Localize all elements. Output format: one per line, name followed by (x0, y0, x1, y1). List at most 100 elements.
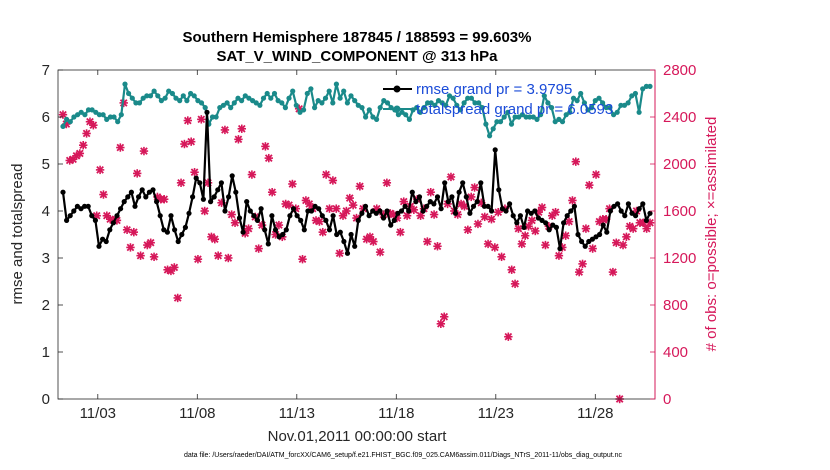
totalspread-point (260, 95, 267, 101)
rmse-point (561, 220, 567, 226)
obs-point (210, 235, 219, 244)
rmse-point (510, 213, 516, 219)
obs-point (99, 190, 108, 199)
rmse-point (67, 213, 73, 219)
rmse-point (460, 180, 466, 186)
totalspread-point (476, 100, 482, 106)
totalspread-point (144, 93, 150, 99)
legend-spread-marker (393, 105, 401, 113)
totalspread-point (162, 95, 168, 101)
rmse-point (622, 213, 628, 219)
totalspread-point (322, 95, 329, 101)
totalspread-point (490, 126, 496, 132)
obs-point (504, 332, 513, 341)
rmse-point (92, 217, 98, 223)
totalspread-point (574, 98, 580, 104)
y-left-tick-label: 7 (42, 62, 50, 79)
obs-point (524, 222, 533, 231)
rmse-point (265, 241, 271, 247)
rmse-point (503, 208, 509, 214)
rmse-point (575, 231, 581, 238)
rmse-point (517, 213, 524, 219)
rmse-point (413, 199, 419, 205)
rmse-point (543, 220, 549, 226)
rmse-point (269, 213, 275, 219)
rmse-point (190, 194, 196, 200)
rmse-point (449, 194, 455, 200)
rmse-point (647, 210, 653, 216)
rmse-point (229, 173, 235, 179)
rmse-point (204, 109, 210, 115)
obs-point (122, 225, 132, 234)
rmse-point (442, 180, 448, 186)
obs-point (200, 206, 209, 216)
totalspread-point (435, 98, 442, 104)
totalspread-point (505, 109, 511, 115)
totalspread-point (202, 105, 208, 111)
totalspread-point (581, 100, 588, 106)
rmse-point (416, 194, 423, 200)
obs-point (375, 247, 385, 257)
y-right-tick-label: 1200 (663, 250, 696, 267)
rmse-point (64, 217, 70, 223)
obs-point (170, 263, 179, 272)
obs-point (342, 206, 351, 216)
totalspread-point (198, 100, 205, 106)
rmse-point (143, 194, 149, 200)
totalspread-point (64, 116, 70, 122)
totalspread-point (403, 112, 409, 118)
totalspread-point (209, 114, 216, 120)
rmse-point (118, 206, 124, 212)
rmse-point (521, 224, 527, 230)
obs-point (517, 239, 527, 249)
rmse-point (478, 180, 484, 186)
rmse-point (128, 189, 134, 195)
totalspread-point (118, 112, 124, 118)
totalspread-point (421, 105, 427, 111)
totalspread-point (268, 95, 274, 101)
totalspread-point (625, 100, 631, 106)
obs-point (190, 168, 199, 177)
obs-point (369, 237, 378, 246)
totalspread-point (352, 98, 358, 104)
rmse-point (359, 210, 365, 216)
totalspread-point (359, 105, 365, 111)
totalspread-point (457, 107, 463, 113)
totalspread-point (301, 107, 307, 113)
rmse-point (355, 217, 361, 223)
obs-point (490, 243, 500, 252)
obs-point (193, 254, 203, 264)
totalspread-point (290, 88, 296, 94)
rmse-point (60, 189, 66, 195)
totalspread-point (370, 114, 376, 120)
rmse-point (456, 189, 462, 195)
rmse-point (474, 199, 480, 205)
totalspread-point (279, 100, 285, 106)
totalspread-point (151, 88, 157, 94)
obs-point (159, 195, 169, 204)
totalspread-point (319, 100, 325, 106)
totalspread-point (406, 116, 412, 122)
totalspread-point (213, 114, 219, 120)
totalspread-point (603, 105, 609, 111)
rmse-point (507, 201, 513, 207)
obs-point (95, 165, 105, 175)
totalspread-point (85, 107, 92, 113)
rmse-point (272, 227, 279, 233)
totalspread-point (337, 95, 343, 101)
rmse-point (514, 220, 520, 226)
rmse-point (139, 187, 145, 193)
totalspread-point (173, 95, 179, 101)
rmse-point (308, 208, 315, 214)
obs-point (487, 215, 496, 224)
rmse-point (571, 203, 578, 209)
rmse-point (290, 206, 297, 212)
totalspread-point (191, 93, 197, 99)
totalspread-point (632, 90, 639, 97)
rmse-point (633, 213, 639, 219)
totalspread-point (377, 105, 383, 111)
rmse-point (179, 231, 185, 238)
rmse-point (132, 203, 138, 209)
totalspread-point (155, 93, 161, 99)
totalspread-point (443, 102, 449, 108)
